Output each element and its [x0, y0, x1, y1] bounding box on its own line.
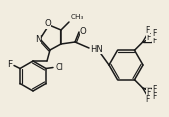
Text: F: F [152, 29, 157, 38]
Text: F: F [152, 92, 157, 101]
Text: HN: HN [90, 44, 103, 53]
Text: F: F [146, 33, 151, 42]
Text: CH₃: CH₃ [71, 14, 84, 20]
Text: N: N [35, 35, 41, 44]
Text: O: O [80, 26, 86, 35]
Text: O: O [45, 20, 51, 29]
Text: Cl: Cl [55, 63, 63, 72]
Text: F: F [146, 88, 151, 97]
Text: F: F [7, 60, 13, 69]
Text: F: F [145, 95, 150, 104]
Text: F: F [152, 36, 157, 45]
Text: F: F [145, 26, 150, 35]
Text: F: F [152, 85, 157, 94]
